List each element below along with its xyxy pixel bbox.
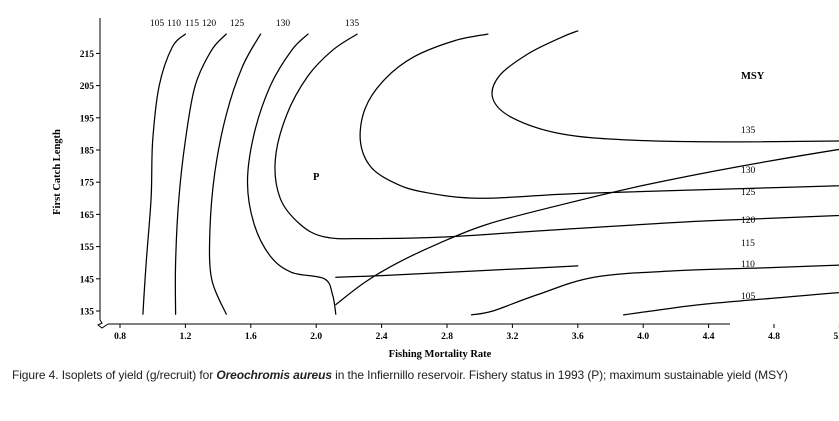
isopleth-110 bbox=[622, 291, 839, 316]
isopleth-chart: 135 145 155 165 175 185 195 205 215 0.8 1.2 1.6 2.0… bbox=[52, 18, 839, 360]
x-tick-label: 0.8 bbox=[114, 332, 126, 342]
x-ticks: 0.81.21.62.02.42.83.23.64.04.44.85.25.66… bbox=[114, 324, 839, 342]
isopleth-115 bbox=[470, 264, 839, 316]
y-tick-label: 145 bbox=[80, 275, 95, 285]
isopleth-115 bbox=[208, 33, 262, 315]
right-label-135: 135 bbox=[741, 126, 756, 136]
x-tick-label: 2.4 bbox=[376, 332, 388, 342]
isopleth-135 bbox=[491, 30, 839, 143]
x-tick-label: 1.2 bbox=[179, 332, 191, 342]
top-label-120: 120 bbox=[202, 19, 217, 29]
caption-suffix: in the Infiernillo reservoir. Fishery st… bbox=[331, 368, 788, 382]
top-isopleth-labels: 105 110 115 120 125 130 135 bbox=[150, 19, 360, 29]
isopleth-125 bbox=[274, 33, 839, 240]
top-label-130: 130 bbox=[276, 19, 291, 29]
y-tick-label: 215 bbox=[80, 50, 95, 60]
isopleth-115 bbox=[335, 265, 579, 278]
y-tick-label: 155 bbox=[80, 243, 95, 253]
top-label-135: 135 bbox=[345, 19, 360, 29]
x-tick-label: 4.0 bbox=[637, 332, 649, 342]
annotations: P bbox=[313, 172, 320, 183]
x-tick-label: 2.8 bbox=[441, 332, 453, 342]
isopleth-110 bbox=[174, 33, 227, 315]
axis-break-mark bbox=[97, 319, 109, 329]
y-tick-label: 205 bbox=[80, 82, 95, 92]
x-tick-label: 4.8 bbox=[768, 332, 780, 342]
right-label-110: 110 bbox=[741, 260, 755, 270]
y-axis-title: First Catch Length bbox=[52, 129, 63, 215]
right-label-130: 130 bbox=[741, 166, 756, 176]
x-axis-title: Fishing Mortality Rate bbox=[389, 349, 492, 360]
y-tick-label: 185 bbox=[80, 147, 95, 157]
y-tick-label: 135 bbox=[80, 308, 95, 318]
caption-prefix: Figure 4. Isoplets of yield (g/recruit) … bbox=[12, 368, 217, 382]
top-label-105: 105 bbox=[150, 19, 165, 29]
isopleth-120 bbox=[246, 33, 337, 315]
right-label-115: 115 bbox=[741, 239, 755, 249]
x-tick-label: 2.0 bbox=[310, 332, 322, 342]
x-tick-label: 4.4 bbox=[703, 332, 715, 342]
isopleth-105 bbox=[142, 33, 187, 315]
y-tick-label: 165 bbox=[80, 211, 95, 221]
figure-caption: Figure 4. Isoplets of yield (g/recruit) … bbox=[12, 367, 832, 383]
top-label-125: 125 bbox=[230, 19, 245, 29]
caption-species: Oreochromis aureus bbox=[216, 368, 332, 382]
y-tick-label: 175 bbox=[80, 179, 95, 189]
x-tick-label: 3.6 bbox=[572, 332, 584, 342]
x-tick-label: 5.2 bbox=[833, 332, 839, 342]
y-ticks: 135 145 155 165 175 185 195 205 215 bbox=[80, 50, 100, 318]
right-isopleth-labels: MSY 135 130 125 120 115 110 105 bbox=[741, 71, 765, 302]
annotation-p: P bbox=[313, 172, 320, 183]
right-label-msy: MSY bbox=[741, 71, 765, 82]
right-label-125: 125 bbox=[741, 188, 756, 198]
right-label-120: 120 bbox=[741, 216, 756, 226]
x-tick-label: 3.2 bbox=[506, 332, 518, 342]
msy-curve bbox=[335, 148, 839, 306]
isopleth-curves bbox=[142, 30, 839, 316]
axes bbox=[97, 18, 730, 329]
top-label-115: 115 bbox=[185, 19, 199, 29]
top-label-110: 110 bbox=[167, 19, 181, 29]
y-tick-label: 195 bbox=[80, 114, 95, 124]
isopleth-130 bbox=[359, 33, 839, 199]
right-label-105: 105 bbox=[741, 292, 756, 302]
x-tick-label: 1.6 bbox=[245, 332, 257, 342]
